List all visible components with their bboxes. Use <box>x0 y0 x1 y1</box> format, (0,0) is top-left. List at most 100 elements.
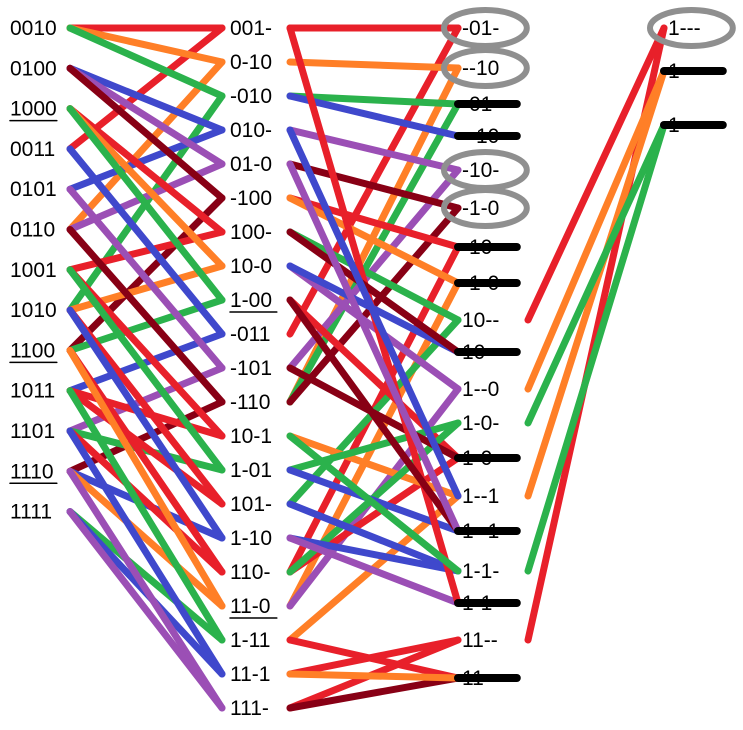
pair-label: -010 <box>230 85 272 108</box>
merge-line <box>66 64 226 168</box>
minterm-label: 1001 <box>10 259 57 282</box>
quad-label: -1-0 <box>462 272 499 295</box>
circle-mark <box>647 7 736 49</box>
merge-line <box>66 105 226 270</box>
merge-line <box>286 160 462 212</box>
merge-line <box>524 121 668 427</box>
quad-label: 1-0- <box>462 412 499 435</box>
quad-label: -01- <box>462 17 499 40</box>
merge-line <box>524 121 668 575</box>
minterm-label: 0100 <box>10 57 57 80</box>
pair-label: 10-1 <box>230 425 272 448</box>
pair-label: 111- <box>230 697 269 720</box>
quad-label: -10- <box>462 236 499 259</box>
pair-label: -100 <box>230 187 272 210</box>
minterm-label: 1011 <box>10 380 55 403</box>
pair-label: 1-00 <box>230 289 272 312</box>
octet-label: 1--- <box>668 17 701 40</box>
quad-label: 11-- <box>462 629 498 652</box>
pair-label: -110 <box>230 391 270 414</box>
quad-label: 1-0- <box>462 447 499 470</box>
merge-line <box>66 508 226 712</box>
merge-line <box>66 427 226 678</box>
pair-label: -101 <box>230 357 272 380</box>
merge-line <box>66 64 226 134</box>
minterm-label: 1110 <box>10 460 54 483</box>
merge-line <box>66 226 226 406</box>
merge-line <box>66 306 226 542</box>
quad-label: --10 <box>462 57 499 80</box>
minterm-label: 0110 <box>10 219 55 242</box>
pair-label: 0-10 <box>230 51 272 74</box>
merge-line <box>286 228 462 324</box>
merge-line <box>286 194 462 251</box>
quad-label: 10-- <box>462 341 499 364</box>
merge-line <box>286 58 462 72</box>
merge-line <box>286 534 462 575</box>
merge-line <box>286 432 462 575</box>
merge-line <box>66 427 226 576</box>
circle-mark <box>441 187 530 229</box>
annotation-marks <box>441 7 736 682</box>
term-labels: 0010 0100 1000 0011 0101 0110 1001 1010 1100 1011… <box>9 17 701 720</box>
merge-line <box>66 24 226 100</box>
circle-mark <box>441 7 530 49</box>
quad-label: 1-1- <box>462 560 499 583</box>
merge-line <box>286 100 462 406</box>
merge-line <box>66 508 226 644</box>
pair-label: -011 <box>230 323 270 346</box>
pair-label: 001- <box>230 17 272 40</box>
quad-label: -01- <box>462 93 499 116</box>
merge-line <box>66 387 226 644</box>
minterm-label: 1100 <box>10 339 55 362</box>
pair-label: 10-0 <box>230 255 272 278</box>
quad-label: 1--1 <box>462 485 499 508</box>
minterm-label: 1010 <box>10 299 57 322</box>
merge-line <box>66 58 226 233</box>
merge-line <box>286 92 462 140</box>
merge-line <box>66 185 226 372</box>
pair-label: 1-10 <box>230 527 272 550</box>
merge-line <box>286 160 462 535</box>
merge-line <box>66 24 226 66</box>
minterm-label: 0011 <box>10 138 55 161</box>
quad-label: --10 <box>462 125 499 148</box>
merge-line <box>524 67 668 500</box>
quad-label: 1--0 <box>462 378 499 401</box>
pair-label: 11-0 <box>230 595 270 618</box>
minterm-label: 1111 <box>10 501 52 524</box>
merge-line <box>524 67 668 393</box>
pair-label: 1-11 <box>230 629 270 652</box>
pair-label: 1-01 <box>230 459 272 482</box>
merge-line <box>286 534 462 607</box>
pair-label: 010- <box>230 119 272 142</box>
merge-line <box>286 92 462 108</box>
merge-line <box>286 126 462 500</box>
pair-label: 110- <box>230 561 270 584</box>
quad-label: -10- <box>462 159 499 182</box>
merge-line <box>66 64 226 202</box>
quad-label: 1-1- <box>462 592 499 615</box>
merge-lines <box>66 24 668 712</box>
merge-line <box>524 24 668 324</box>
minterm-label: 0010 <box>10 17 57 40</box>
merge-line <box>66 105 226 304</box>
merge-line <box>286 670 462 682</box>
quad-label: 10-- <box>462 309 499 332</box>
minterm-label: 1000 <box>10 98 57 121</box>
merge-line <box>286 194 462 287</box>
pair-label: 100- <box>230 221 272 244</box>
quad-label: -1-0 <box>462 197 499 220</box>
circle-mark <box>441 47 530 89</box>
pair-label: 01-0 <box>230 153 272 176</box>
merge-line <box>66 387 226 508</box>
merge-line <box>66 346 226 610</box>
merge-line <box>286 126 462 174</box>
octet-label: 1--- <box>668 60 701 83</box>
merge-line <box>66 398 226 475</box>
octet-label: 1--- <box>668 114 701 137</box>
pair-label: 101- <box>230 493 272 516</box>
merge-line <box>66 105 226 236</box>
merge-line <box>286 674 462 712</box>
merge-line <box>286 296 462 535</box>
